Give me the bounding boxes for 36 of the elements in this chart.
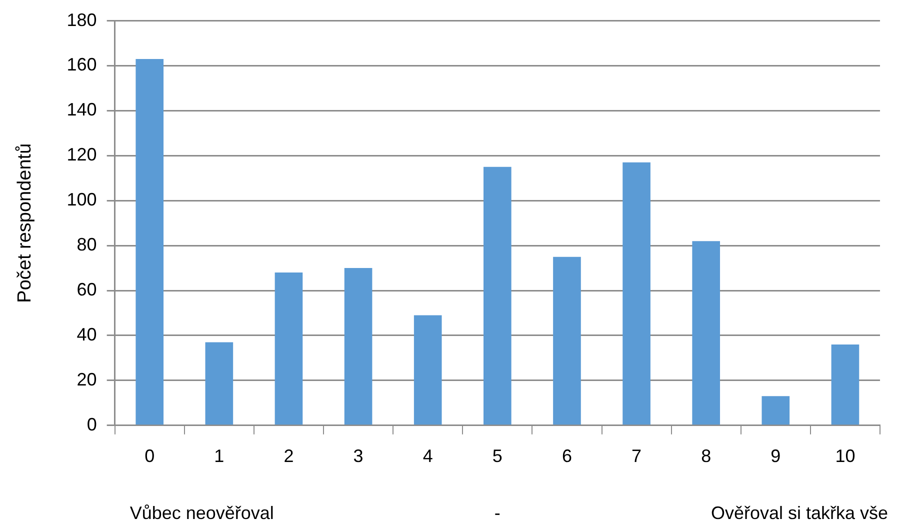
text: Ověřoval si takřka vše xyxy=(710,502,888,523)
text: - xyxy=(494,502,500,523)
bar xyxy=(344,268,372,425)
y-tick-label: 140 xyxy=(66,100,97,120)
bar xyxy=(484,166,512,425)
y-tick-label: 40 xyxy=(76,324,97,344)
bar xyxy=(553,256,581,425)
x-tick-label: 10 xyxy=(835,446,856,466)
x-tick-label: 7 xyxy=(632,446,642,466)
text: Vůbec neověřoval xyxy=(130,502,274,523)
y-tick-label: 0 xyxy=(86,414,97,434)
x-tick-label: 8 xyxy=(701,446,712,466)
y-tick-label: 120 xyxy=(66,144,97,165)
y-tick-label: 100 xyxy=(66,190,97,210)
x-tick-label: 0 xyxy=(144,446,155,466)
y-tick-label: 160 xyxy=(66,54,97,75)
y-tick-label: 80 xyxy=(76,234,97,255)
bar xyxy=(274,272,303,425)
y-axis-title: Počet respondentů xyxy=(14,143,36,303)
bar xyxy=(205,342,234,425)
y-tick-label: 180 xyxy=(66,10,97,30)
x-tick-label: 1 xyxy=(214,446,224,466)
x-tick-label: 9 xyxy=(770,446,781,466)
y-tick-label: 60 xyxy=(76,280,97,300)
bar xyxy=(762,396,790,425)
x-tick-label: 4 xyxy=(422,446,433,466)
x-tick-label: 3 xyxy=(353,446,364,466)
bar xyxy=(622,162,650,425)
y-tick-label: 20 xyxy=(76,369,97,390)
x-tick-label: 6 xyxy=(562,446,572,466)
bar xyxy=(692,241,720,425)
bar xyxy=(136,59,164,425)
bar xyxy=(831,344,860,425)
bar xyxy=(414,315,442,425)
x-tick-label: 2 xyxy=(284,446,294,466)
x-tick-label: 5 xyxy=(492,446,502,466)
